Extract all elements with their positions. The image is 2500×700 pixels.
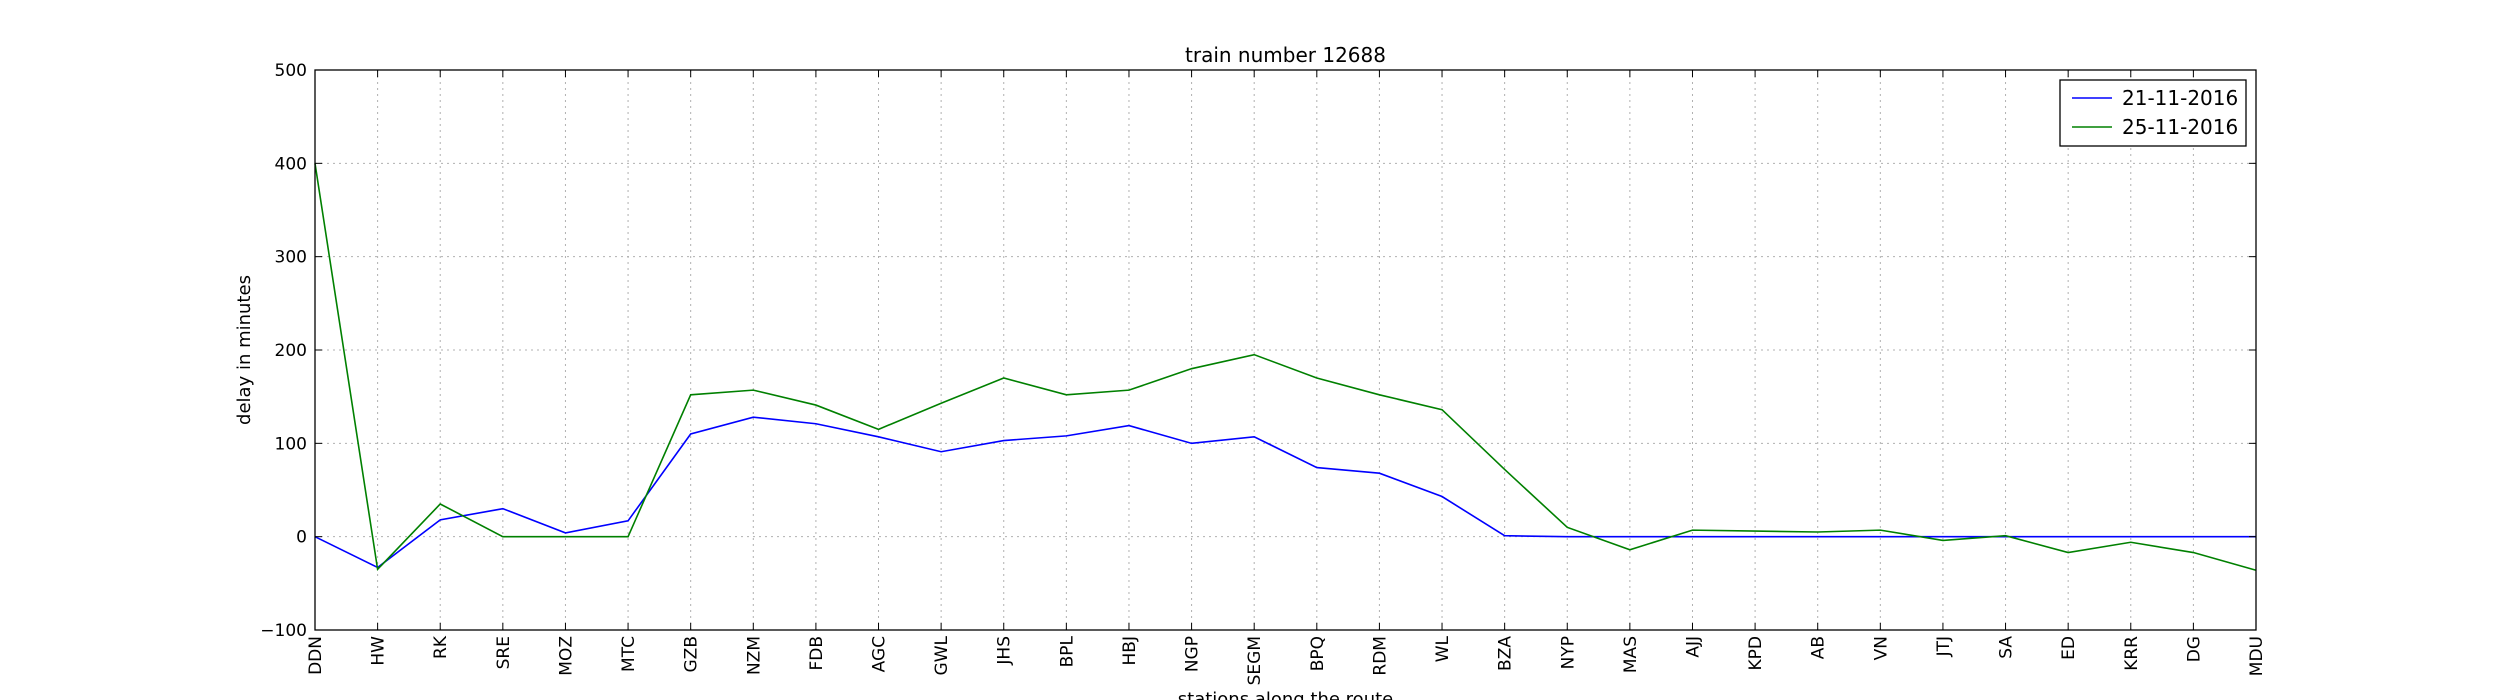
y-tick-label: 400	[275, 154, 307, 174]
x-tick-label: GWL	[932, 635, 952, 675]
x-tick-label: MDU	[2247, 636, 2267, 676]
legend-label-1: 21-11-2016	[2122, 86, 2238, 110]
x-tick-label: BPL	[1057, 635, 1077, 667]
grid	[315, 70, 2256, 630]
x-tick-label: AJJ	[1683, 636, 1703, 658]
x-tick-label: RK	[431, 635, 451, 659]
x-axis-ticks: DDN HW RK SRE MOZ MTC GZB NZM FDB AGC GWL JHS BPL HBJ…	[306, 70, 2267, 685]
y-tick-label: 200	[275, 341, 307, 361]
x-tick-label: JTJ	[1934, 636, 1954, 657]
legend-label-2: 25-11-2016	[2122, 115, 2238, 139]
x-tick-label: HW	[369, 636, 389, 666]
y-tick-label: 300	[275, 248, 307, 268]
y-axis-ticks: −100 0 100 200 300 400 500	[260, 61, 2256, 641]
x-tick-label: KRR	[2122, 636, 2142, 671]
legend: 21-11-2016 25-11-2016	[2059, 79, 2247, 147]
x-tick-label: HBJ	[1120, 636, 1140, 665]
x-tick-label: GZB	[682, 636, 702, 672]
y-tick-label: 500	[275, 61, 307, 81]
x-tick-label: DDN	[306, 636, 326, 675]
x-tick-label: KPD	[1746, 636, 1766, 671]
x-tick-label: SEGM	[1245, 636, 1265, 685]
x-tick-label: JHS	[995, 636, 1015, 666]
x-tick-label: NYP	[1558, 636, 1578, 669]
legend-box	[2059, 79, 2247, 147]
x-tick-label: NGP	[1183, 636, 1203, 672]
x-axis-label: stations along the route	[1178, 689, 1393, 700]
x-tick-label: SRE	[494, 636, 514, 669]
y-tick-label: −100	[260, 621, 307, 641]
x-tick-label: AB	[1809, 636, 1829, 659]
series-line-1	[314, 416, 2256, 569]
y-axis-label: delay in minutes	[234, 275, 255, 425]
x-tick-label: RDM	[1370, 636, 1390, 676]
x-tick-label: NZM	[744, 636, 764, 675]
x-tick-label: MAS	[1621, 636, 1641, 673]
series-layer	[314, 163, 2257, 572]
y-tick-label: 0	[296, 528, 307, 548]
x-tick-label: AGC	[870, 636, 890, 672]
x-tick-label: BZA	[1496, 636, 1516, 671]
x-tick-label: ED	[2059, 636, 2079, 660]
x-tick-label: SA	[1997, 636, 2017, 659]
y-tick-label: 100	[275, 434, 307, 454]
series-line-2	[314, 163, 2257, 572]
x-tick-label: FDB	[807, 636, 827, 671]
x-tick-label: WL	[1433, 635, 1453, 662]
x-tick-label: MTC	[619, 636, 639, 672]
x-tick-label: MOZ	[556, 636, 576, 676]
plot-frame	[314, 69, 2257, 631]
x-tick-label: BPQ	[1308, 636, 1328, 671]
chart-title: train number 12688	[1185, 43, 1386, 67]
x-tick-label: VN	[1871, 636, 1891, 660]
x-tick-label: DG	[2184, 636, 2204, 662]
